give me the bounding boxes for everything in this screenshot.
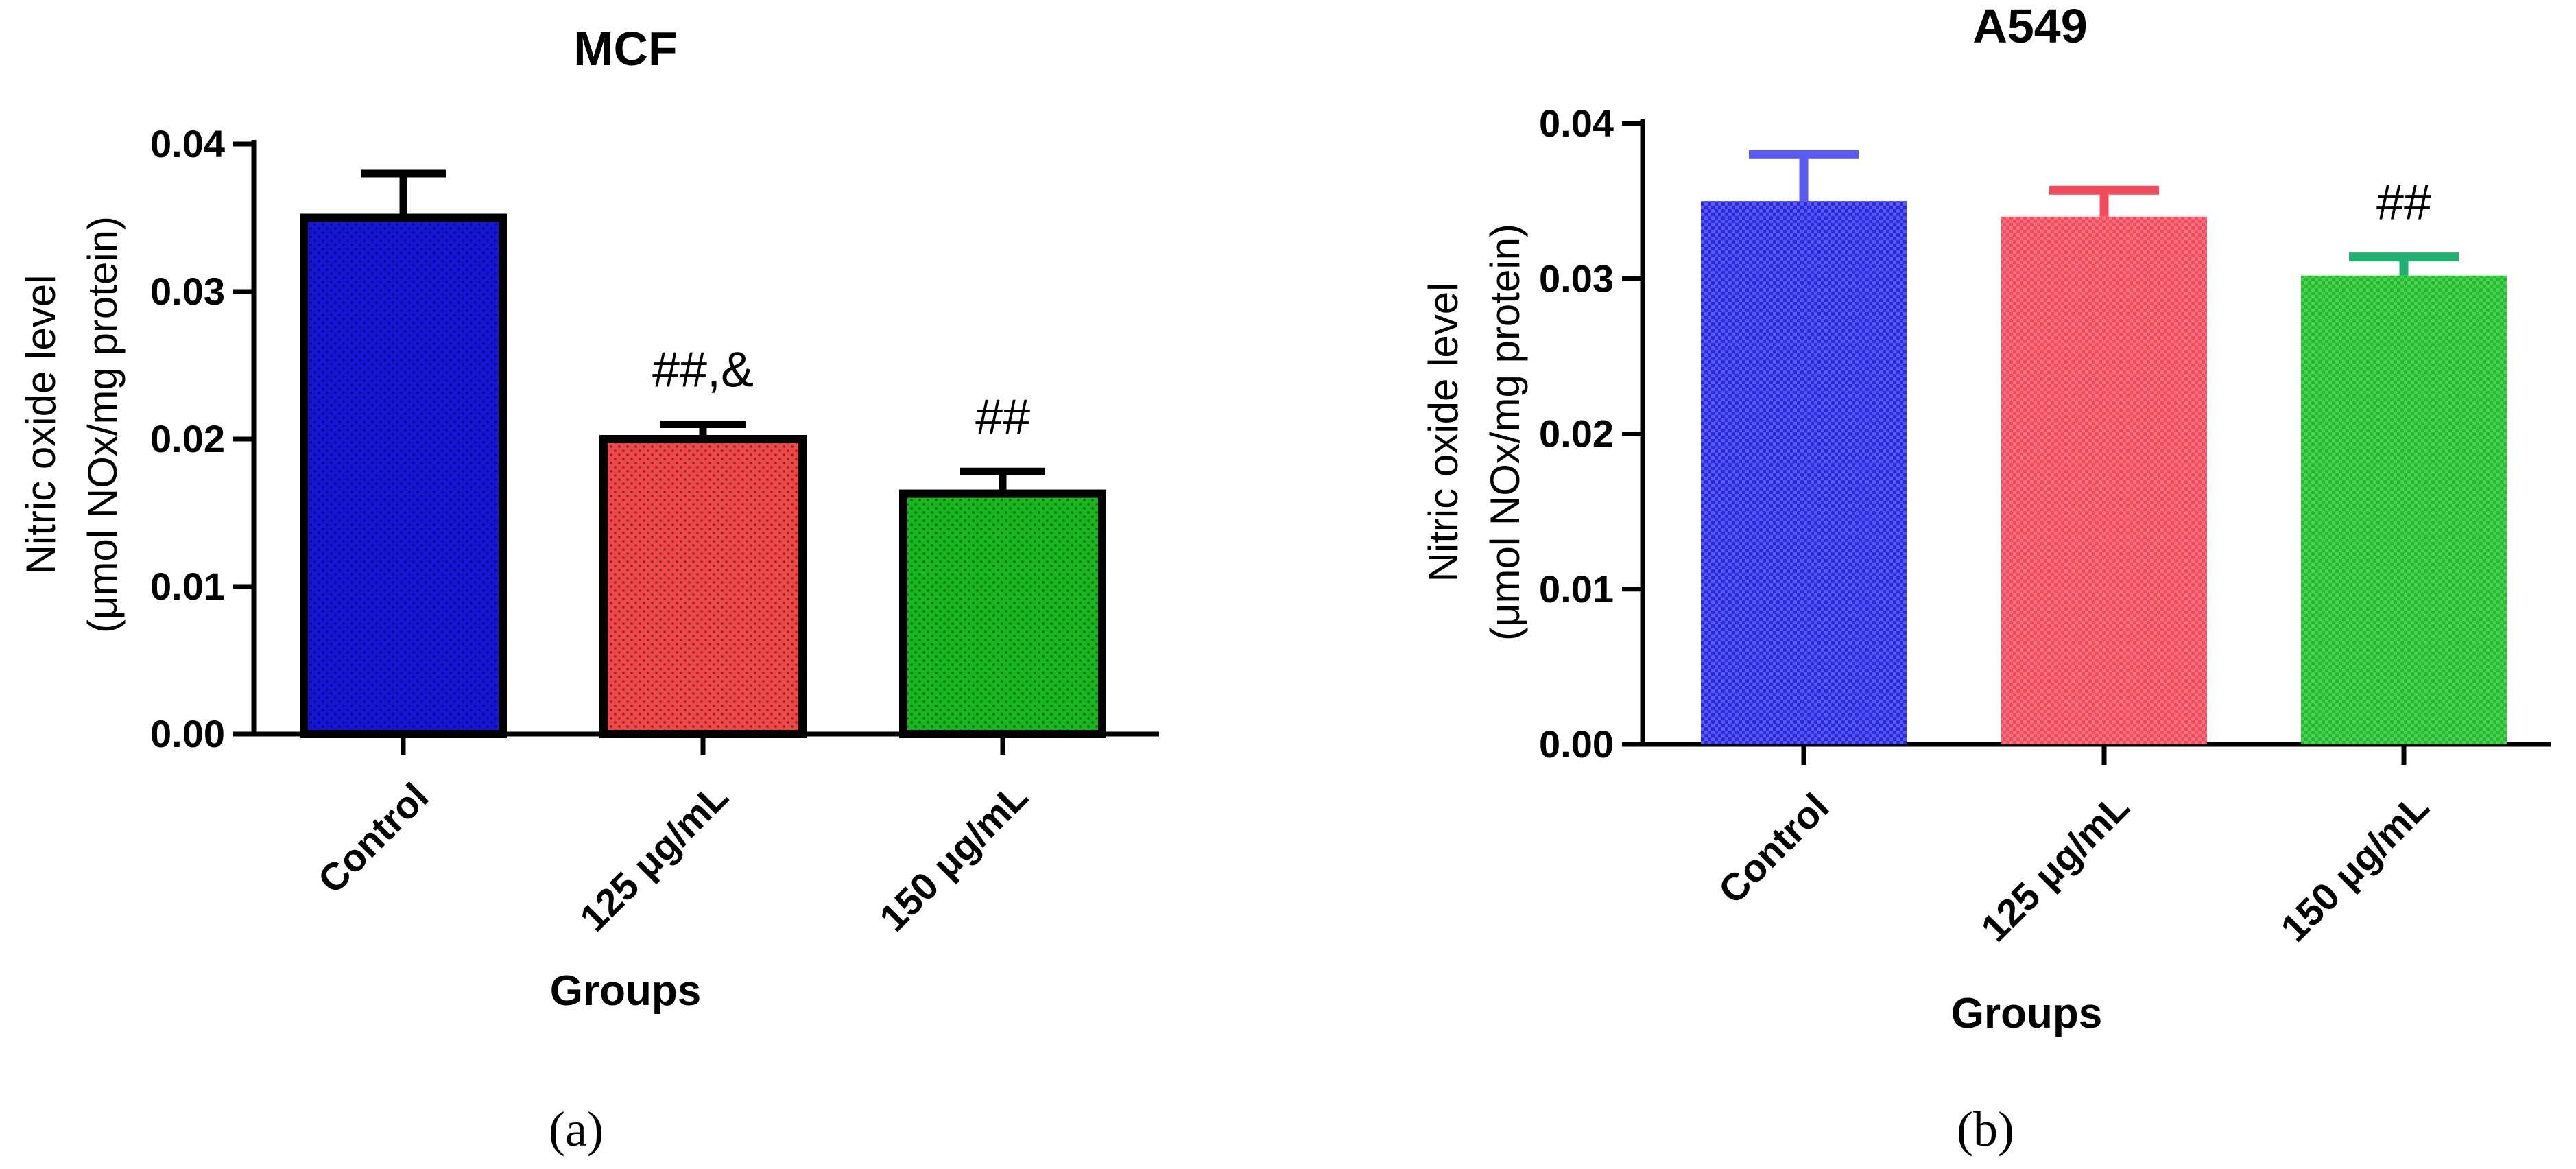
y-tick-label: 0.03 (150, 270, 225, 313)
bar-texture (2001, 216, 2207, 744)
y-axis-label-units: (μmol NOx/mg protein) (80, 216, 126, 633)
y-tick-labels: 0.00 0.01 0.02 0.03 0.04 (1539, 102, 1614, 766)
y-tick-label: 0.03 (1539, 257, 1614, 300)
y-tick-label: 0.04 (1539, 102, 1614, 145)
x-axis-label: Groups (1951, 990, 2102, 1037)
significance-annotations: ##,& ## (652, 343, 1030, 445)
x-tick-labels: Control 125 μg/mL 150 μg/mL (309, 775, 1036, 939)
x-axis-label: Groups (550, 967, 701, 1015)
x-tick-label: Control (309, 775, 436, 901)
error-bars (1749, 150, 2459, 276)
x-tick-label: 125 μg/mL (1972, 785, 2137, 949)
bars (1701, 201, 2507, 745)
significance-label: ## (975, 390, 1030, 445)
panel-label: (b) (1957, 1102, 2014, 1157)
x-tick-label: 150 μg/mL (871, 775, 1036, 939)
x-tick-label: 125 μg/mL (571, 775, 736, 939)
x-tick-label: 150 μg/mL (2272, 785, 2437, 949)
y-axis-label: Nitric oxide level (18, 275, 64, 575)
y-axis-label-units: (μmol NOx/mg protein) (1482, 224, 1528, 641)
bar-texture (304, 217, 503, 734)
bar-texture (1701, 201, 1907, 744)
y-tick-label: 0.04 (150, 122, 225, 165)
bar-texture (604, 439, 802, 734)
y-tick-label: 0.02 (1539, 412, 1614, 456)
chart-title: A549 (1972, 0, 2087, 53)
bar-texture (903, 493, 1102, 734)
error-bars (361, 169, 1045, 494)
significance-annotations: ## (2376, 176, 2431, 231)
y-tick-label: 0.01 (150, 565, 225, 608)
bar-texture (2301, 275, 2507, 745)
chart-a549: A549 Nitric oxide level (μmol NOx/mg pro… (1420, 0, 2551, 1157)
y-tick-label: 0.00 (150, 712, 225, 755)
y-tick-labels: 0.00 0.01 0.02 0.03 0.04 (150, 122, 225, 755)
panel-label: (a) (549, 1102, 604, 1157)
bars (300, 213, 1106, 738)
chart-mcf: MCF Nitric oxide level (μmol NOx/mg prot… (18, 22, 1159, 1157)
y-tick-label: 0.00 (1539, 722, 1614, 766)
significance-label: ##,& (652, 343, 754, 398)
chart-title: MCF (573, 22, 678, 75)
y-tick-label: 0.01 (1539, 567, 1614, 611)
significance-label: ## (2376, 176, 2431, 231)
x-tick-labels: Control 125 μg/mL 150 μg/mL (1710, 785, 2437, 949)
y-axis-label: Nitric oxide level (1420, 283, 1466, 582)
x-tick-label: Control (1710, 785, 1837, 912)
y-tick-label: 0.02 (150, 417, 225, 460)
